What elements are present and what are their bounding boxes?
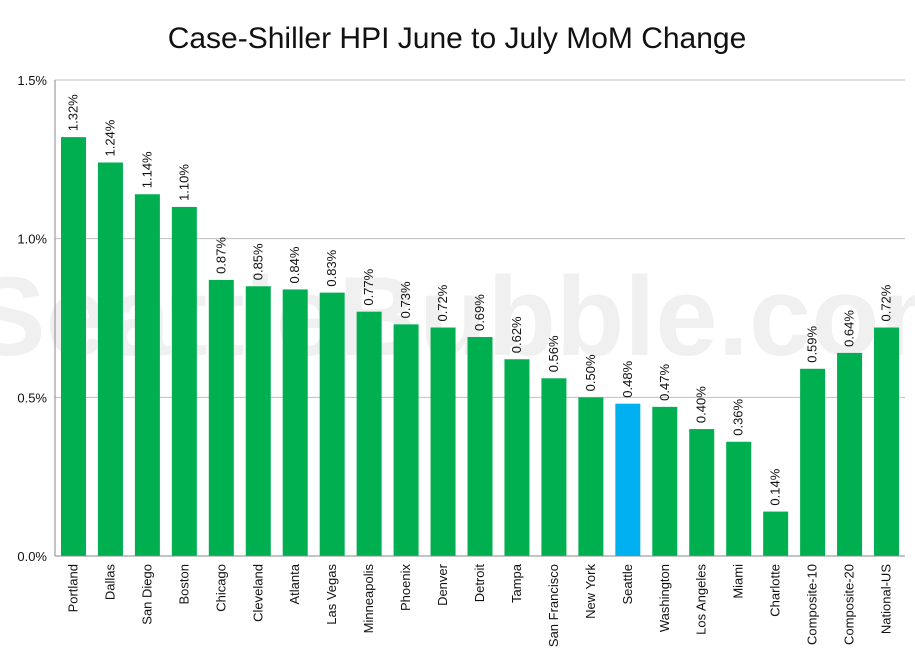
data-label: 0.72% xyxy=(435,284,450,321)
data-label: 0.59% xyxy=(805,325,820,362)
x-tick-label: Washington xyxy=(657,564,672,632)
bar xyxy=(652,406,678,556)
y-tick-label: 0.0% xyxy=(17,549,47,564)
data-label: 0.62% xyxy=(509,316,524,353)
bar xyxy=(504,359,530,556)
bar xyxy=(60,137,86,556)
data-label: 0.69% xyxy=(472,294,487,331)
bar xyxy=(689,429,715,556)
data-label: 0.87% xyxy=(213,237,228,274)
x-tick-label: Seattle xyxy=(620,564,635,604)
x-tick-label: Dallas xyxy=(102,564,117,601)
bar xyxy=(319,292,345,556)
bar xyxy=(97,162,123,557)
data-label: 1.24% xyxy=(102,119,117,156)
x-tick-label: Minneapolis xyxy=(361,564,376,634)
x-tick-label: Las Vegas xyxy=(324,564,339,625)
data-label: 1.14% xyxy=(139,151,154,188)
bars xyxy=(60,137,900,557)
bar xyxy=(393,324,419,556)
bar xyxy=(726,441,752,556)
y-axis-ticks: 0.0% 0.5% 1.0% 1.5% xyxy=(17,73,47,564)
chart-title: Case-Shiller HPI June to July MoM Change xyxy=(168,22,747,55)
x-tick-label: Los Angeles xyxy=(694,564,709,635)
data-label: 0.77% xyxy=(361,268,376,305)
x-tick-label: New York xyxy=(583,564,598,619)
x-tick-label: Portland xyxy=(65,564,80,612)
y-tick-label: 1.5% xyxy=(17,73,47,88)
bar xyxy=(874,327,900,556)
x-tick-label: Miami xyxy=(731,564,746,599)
y-tick-label: 0.5% xyxy=(17,390,47,405)
data-label: 1.10% xyxy=(176,164,191,201)
bar xyxy=(800,368,826,556)
y-tick-label: 1.0% xyxy=(17,232,47,247)
x-tick-label: Phoenix xyxy=(398,564,413,611)
data-label: 0.72% xyxy=(879,284,894,321)
bar xyxy=(245,286,271,556)
data-label: 0.48% xyxy=(620,360,635,397)
bar xyxy=(282,289,308,556)
bar xyxy=(578,397,604,556)
x-tick-label: Denver xyxy=(435,563,450,606)
x-tick-label: Boston xyxy=(176,564,191,604)
bar xyxy=(430,327,456,556)
bar xyxy=(615,403,641,556)
data-label: 0.47% xyxy=(657,364,672,401)
bar xyxy=(208,279,234,556)
x-tick-label: Charlotte xyxy=(768,564,783,617)
bar xyxy=(356,311,382,556)
x-tick-label: Composite-10 xyxy=(805,564,820,645)
data-label: 0.83% xyxy=(324,249,339,286)
bar xyxy=(837,352,863,556)
bar xyxy=(763,511,789,556)
data-labels: 1.32% 1.24% 1.14% 1.10% 0.87% 0.85% 0.84% 0.83%… xyxy=(65,94,893,506)
data-label: 0.36% xyxy=(731,398,746,435)
data-label: 0.14% xyxy=(768,468,783,505)
data-label: 0.56% xyxy=(546,335,561,372)
data-label: 1.32% xyxy=(65,94,80,131)
data-label: 0.40% xyxy=(694,386,709,423)
x-tick-label: National-US xyxy=(879,564,894,634)
x-tick-label: San Francisco xyxy=(546,564,561,647)
data-label: 0.73% xyxy=(398,281,413,318)
bar xyxy=(467,337,493,556)
data-label: 0.84% xyxy=(287,246,302,283)
x-tick-label: Cleveland xyxy=(250,564,265,622)
x-axis-labels: Portland Dallas San Diego Boston Chicago Clev… xyxy=(65,563,893,647)
data-label: 0.64% xyxy=(842,310,857,347)
x-tick-label: Detroit xyxy=(472,564,487,603)
bar xyxy=(541,378,567,556)
x-tick-label: San Diego xyxy=(139,564,154,625)
bar xyxy=(171,206,197,556)
x-tick-label: Atlanta xyxy=(287,563,302,604)
bar xyxy=(134,194,160,557)
x-tick-label: Tampa xyxy=(509,563,524,603)
x-tick-label: Chicago xyxy=(213,564,228,612)
data-label: 0.50% xyxy=(583,354,598,391)
x-tick-label: Composite-20 xyxy=(842,564,857,645)
data-label: 0.85% xyxy=(250,243,265,280)
